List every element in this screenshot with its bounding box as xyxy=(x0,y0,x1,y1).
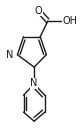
Text: N: N xyxy=(30,78,38,88)
Text: O: O xyxy=(35,6,43,16)
Text: N: N xyxy=(6,50,14,60)
Text: OH: OH xyxy=(63,16,78,26)
